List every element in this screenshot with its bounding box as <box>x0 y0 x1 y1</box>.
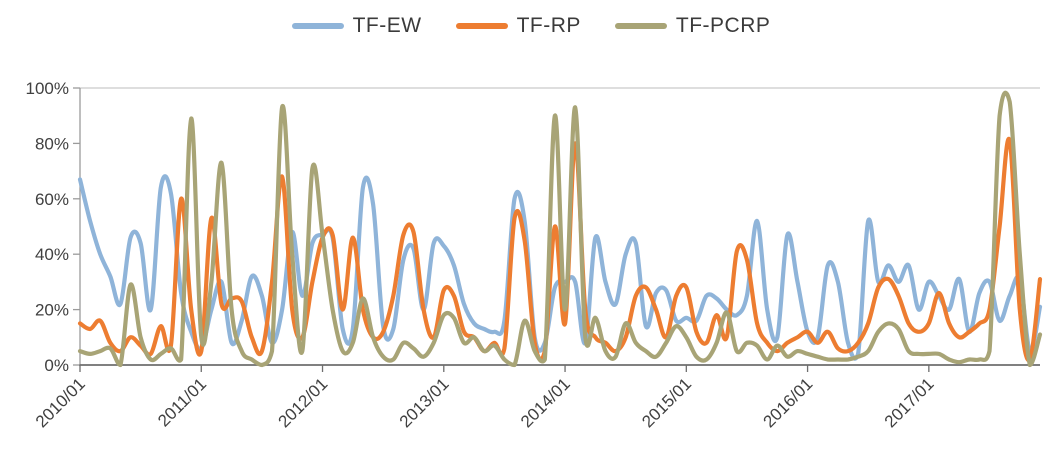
y-axis-tick-label: 0% <box>44 356 69 375</box>
x-axis-tick-label: 2010/01 <box>32 374 89 431</box>
legend-item-tf-pcrp: TF-PCRP <box>614 14 771 38</box>
x-axis-tick-label: 2017/01 <box>881 374 938 431</box>
x-axis-tick-label: 2014/01 <box>517 374 574 431</box>
x-axis-tick-label: 2016/01 <box>760 374 817 431</box>
y-axis-tick-label: 40% <box>35 245 69 264</box>
series-line-tf-rp <box>77 136 1043 363</box>
legend-item-tf-ew: TF-EW <box>291 14 422 38</box>
x-axis-tick-label: 2012/01 <box>274 374 331 431</box>
legend: TF-EW TF-RP TF-PCRP <box>0 14 1062 38</box>
x-axis-tick-label: 2011/01 <box>154 374 210 430</box>
y-axis-tick-label: 100% <box>26 79 69 98</box>
legend-line-swatch-tf-rp <box>455 23 508 29</box>
legend-label: TF-RP <box>516 14 581 37</box>
y-axis-tick-label: 20% <box>35 301 69 320</box>
legend-line-swatch-tf-pcrp <box>614 23 667 29</box>
legend-label: TF-PCRP <box>675 14 771 37</box>
x-axis-tick-label: 2015/01 <box>638 374 695 431</box>
x-axis-tick-label: 2013/01 <box>396 374 453 431</box>
series-line-tf-ew <box>77 174 1043 361</box>
series-line-tf-pcrp <box>77 90 1043 368</box>
legend-label: TF-EW <box>352 14 422 37</box>
y-axis-tick-label: 60% <box>35 190 69 209</box>
y-axis-tick-label: 80% <box>35 134 69 153</box>
legend-line-swatch-tf-ew <box>291 23 344 29</box>
legend-item-tf-rp: TF-RP <box>455 14 581 38</box>
